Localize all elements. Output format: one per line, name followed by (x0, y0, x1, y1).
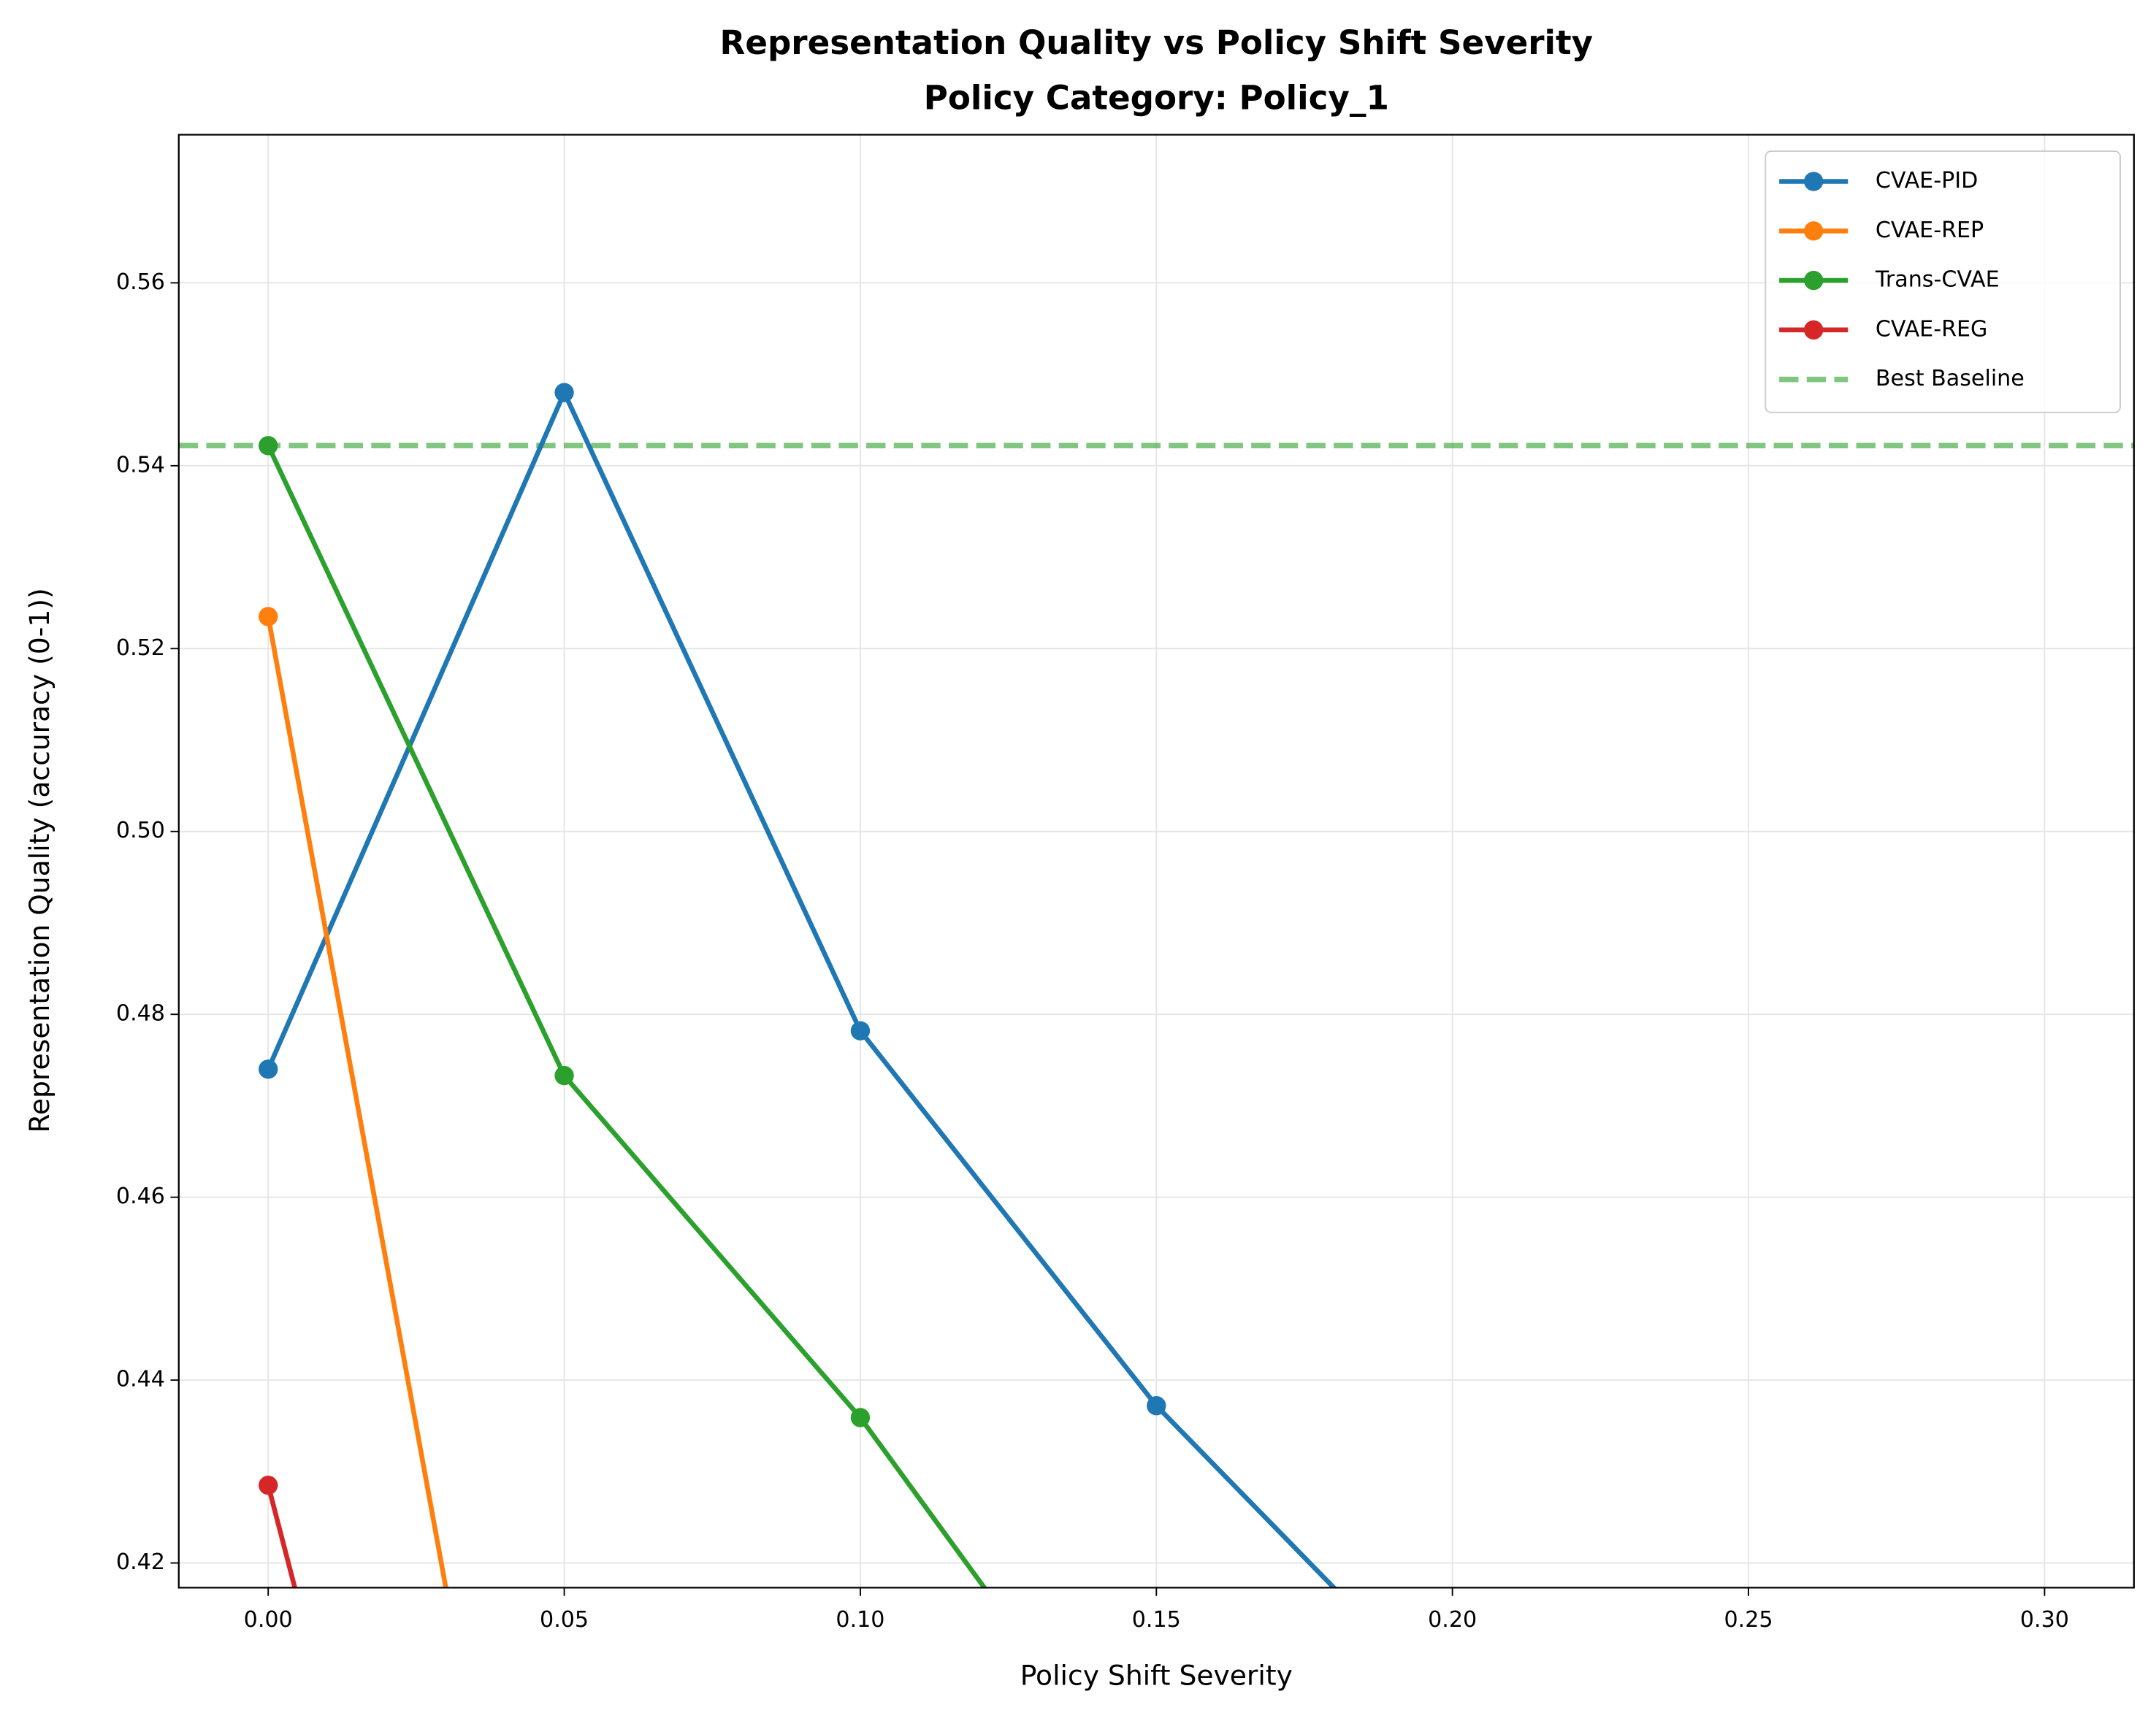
y-tick-label: 0.52 (116, 635, 165, 661)
legend-box (1765, 150, 2121, 413)
point (259, 1475, 278, 1495)
legend-label: Trans-CVAE (1875, 267, 2000, 293)
series-line (265, 616, 448, 1588)
y-tick-label: 0.46 (116, 1184, 165, 1209)
x-tick-label: 0.30 (2020, 1607, 2069, 1633)
legend-marker (1804, 221, 1824, 241)
plot-frame (177, 134, 2135, 1589)
legend-label: CVAE-PID (1876, 168, 1978, 193)
x-tick-label: 0.00 (244, 1607, 293, 1633)
x-axis-label: Policy Shift Severity (1020, 1659, 1293, 1691)
chart-title: Representation Quality vs Policy Shift S… (720, 23, 1594, 62)
y-tick-label: 0.54 (116, 452, 165, 478)
point (850, 1408, 871, 1427)
chart-subtitle: Policy Category: Policy_1 (924, 78, 1389, 117)
plot-area (178, 383, 2134, 1588)
point (554, 1065, 574, 1086)
point (259, 436, 278, 456)
point (1147, 1396, 1166, 1416)
x-tick-label: 0.25 (1724, 1607, 1773, 1633)
series-line (266, 444, 987, 1588)
y-tick-label: 0.56 (116, 269, 165, 295)
y-tick-label: 0.48 (116, 1001, 165, 1027)
legend-label: Best Baseline (1876, 366, 2025, 391)
x-tick-label: 0.20 (1428, 1607, 1477, 1633)
point (259, 1059, 278, 1079)
y-tick-label: 0.44 (116, 1367, 165, 1392)
y-axis-label: Representation Quality (accuracy (0-1)) (23, 588, 56, 1132)
legend-marker (1804, 320, 1824, 340)
x-tick-label: 0.05 (540, 1607, 589, 1633)
x-tick-label: 0.15 (1132, 1607, 1181, 1633)
y-tick-label: 0.50 (116, 818, 165, 843)
legend-label: CVAE-REP (1876, 218, 1984, 243)
point (554, 383, 574, 402)
legend-marker (1804, 172, 1824, 191)
point (259, 607, 278, 626)
legend-label: CVAE-REG (1876, 316, 1987, 342)
x-tick-label: 0.10 (836, 1607, 884, 1633)
point (850, 1021, 871, 1040)
y-tick-label: 0.42 (116, 1549, 165, 1575)
legend-marker (1804, 270, 1824, 291)
